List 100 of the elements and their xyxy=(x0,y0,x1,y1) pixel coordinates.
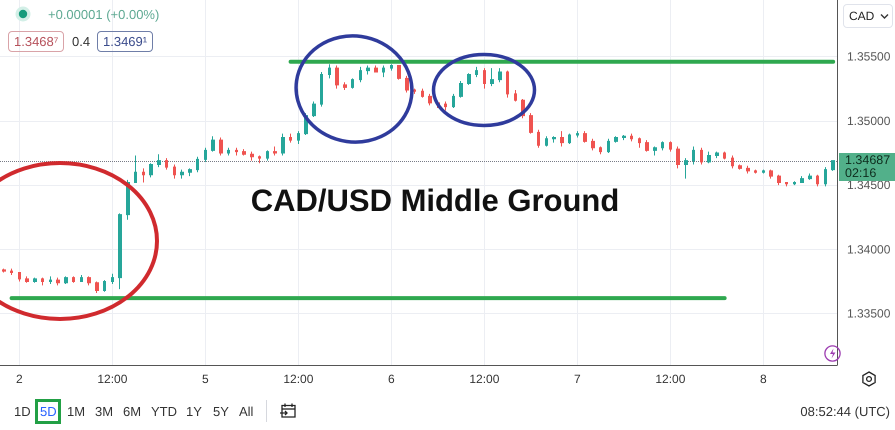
candlestick xyxy=(459,80,463,98)
candlestick xyxy=(173,164,176,180)
candlestick xyxy=(669,140,672,152)
candlestick xyxy=(180,169,184,180)
candlestick xyxy=(816,174,819,187)
candlestick xyxy=(824,166,827,187)
annotation: 0.4 xyxy=(72,34,90,49)
candlestick xyxy=(723,151,726,160)
annotation: 1.3468⁷ xyxy=(8,31,64,52)
text: 1D xyxy=(14,404,31,419)
candlestick xyxy=(25,276,29,284)
text: 02:16 xyxy=(845,166,878,180)
candlestick xyxy=(359,66,362,83)
text: YTD xyxy=(151,404,177,419)
candlestick xyxy=(490,68,494,87)
candlestick xyxy=(227,147,230,156)
candlestick xyxy=(242,148,246,156)
candlestick xyxy=(328,64,331,79)
candlestick xyxy=(560,130,564,148)
candlestick xyxy=(746,165,750,174)
y-axis-title: CAD xyxy=(849,9,874,23)
candlestick xyxy=(738,164,742,170)
candlestick xyxy=(18,272,21,282)
candlestick xyxy=(831,160,835,172)
text: 5D xyxy=(40,404,57,419)
candlestick xyxy=(498,68,502,83)
candlestick xyxy=(405,75,409,94)
candlestick xyxy=(684,158,688,180)
candlestick xyxy=(250,151,254,162)
candlestick xyxy=(545,136,548,148)
candlestick xyxy=(785,182,788,187)
candlestick xyxy=(142,168,145,183)
candlestick xyxy=(614,136,618,144)
text: 3M xyxy=(95,404,114,419)
candlestick xyxy=(568,133,571,144)
candlestick xyxy=(382,65,385,78)
y-tick-label: 1.35000 xyxy=(847,114,891,128)
candlestick xyxy=(335,65,339,90)
candlestick xyxy=(692,146,695,166)
candlestick xyxy=(769,169,773,180)
candlestick xyxy=(2,268,6,273)
candlestick xyxy=(134,155,137,183)
candlestick xyxy=(41,277,44,286)
candlestick xyxy=(428,93,432,106)
candlestick xyxy=(754,169,757,174)
candlestick xyxy=(289,133,292,144)
candlestick xyxy=(661,140,664,151)
text: All xyxy=(239,404,254,419)
candlestick xyxy=(715,151,719,159)
text: 1M xyxy=(67,404,86,419)
candlestick xyxy=(320,71,323,108)
candlestick xyxy=(576,130,579,138)
candlestick xyxy=(506,70,509,98)
candlestick xyxy=(188,168,192,177)
candlestick xyxy=(196,156,199,173)
candlestick xyxy=(607,138,610,154)
candlestick xyxy=(514,89,517,102)
candlestick xyxy=(103,280,106,292)
x-tick-label: 12:00 xyxy=(469,372,500,386)
candlestick xyxy=(10,268,13,276)
x-tick-label: 7 xyxy=(574,372,582,386)
candlestick xyxy=(800,176,804,183)
candlestick xyxy=(165,158,168,170)
candlestick xyxy=(622,134,626,141)
ref-line-label: 1.34687 xyxy=(845,153,892,168)
candlestick xyxy=(312,101,316,118)
candlestick xyxy=(80,274,83,282)
candlestick xyxy=(537,129,540,148)
currency-dropdown: CAD xyxy=(843,4,893,28)
candlestick xyxy=(653,146,657,156)
candlestick xyxy=(777,174,781,186)
candlestick xyxy=(390,64,393,72)
candlestick xyxy=(731,155,734,169)
candlestick xyxy=(157,154,161,168)
candlestick xyxy=(49,276,52,285)
candlestick xyxy=(793,180,796,186)
candlestick xyxy=(297,130,300,144)
text: 5Y xyxy=(213,404,229,419)
candlestick xyxy=(452,93,455,108)
y-tick-label: 1.35500 xyxy=(847,50,891,64)
candlestick xyxy=(56,277,60,286)
y-tick-label: 1.33500 xyxy=(847,306,891,321)
candlestick xyxy=(281,133,285,156)
candlestick xyxy=(583,130,587,144)
candlestick xyxy=(808,173,812,180)
candlestick xyxy=(235,147,238,156)
candlestick xyxy=(258,155,261,164)
candlestick xyxy=(676,146,680,169)
candlestick xyxy=(351,78,354,90)
candlestick xyxy=(95,280,99,294)
text: 1Y xyxy=(186,404,202,419)
candlestick xyxy=(638,137,641,148)
x-tick-label: 8 xyxy=(760,372,768,386)
candlestick xyxy=(475,66,478,78)
candlestick xyxy=(645,140,649,152)
candlestick xyxy=(444,101,447,112)
candlestick xyxy=(552,136,556,144)
candlestick xyxy=(33,277,37,284)
text: CAD/USD Middle Ground xyxy=(250,183,620,218)
x-tick-label: 12:00 xyxy=(283,372,314,386)
